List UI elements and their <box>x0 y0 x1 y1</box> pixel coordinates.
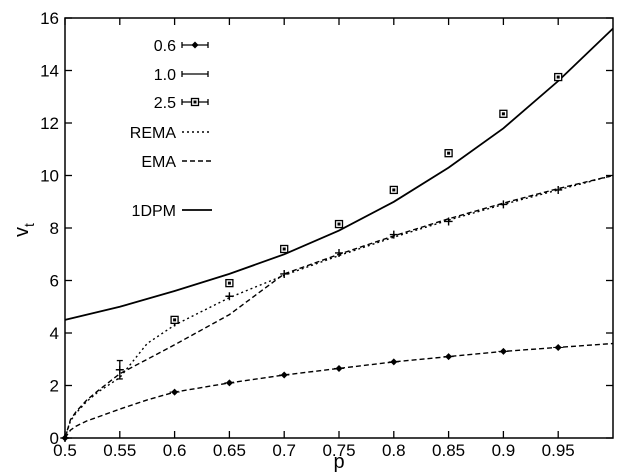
series-rema-line <box>64 174 614 439</box>
series-1-0-point <box>444 217 453 226</box>
series-ema-line <box>64 174 614 439</box>
y-tick-label: 6 <box>50 272 59 291</box>
x-tick-label: 0.55 <box>103 441 136 460</box>
x-axis-title: p <box>333 451 344 472</box>
y-tick-label: 10 <box>40 167 59 186</box>
y-tick-label: 4 <box>50 324 59 343</box>
series-0-6-point <box>171 388 179 396</box>
series-0-6-point <box>225 379 233 387</box>
legend-label-ema: EMA <box>141 154 176 171</box>
x-tick-label: 0.5 <box>53 441 77 460</box>
series-2-5-point-center <box>282 247 286 251</box>
y-tick-label: 16 <box>40 9 59 28</box>
y-tick-label: 12 <box>40 114 59 133</box>
y-tick-label: 8 <box>50 219 59 238</box>
x-tick-label: 0.8 <box>382 441 406 460</box>
x-tick-label: 0.75 <box>322 441 355 460</box>
series-2-5-point-center <box>227 281 231 285</box>
series-2-5-point-center <box>447 151 451 155</box>
series-0-6-point <box>390 358 398 366</box>
series-1-0-point <box>554 185 563 194</box>
series-2-5-point-center <box>173 318 177 322</box>
legend-label-2-5: 2.5 <box>154 95 176 112</box>
x-tick-label: 0.95 <box>542 441 575 460</box>
series-1-0-point <box>225 292 234 301</box>
series-0-6-point <box>554 343 562 351</box>
x-tick-label: 0.65 <box>213 441 246 460</box>
legend-label-rema: REMA <box>130 125 177 142</box>
y-axis-title: vt <box>11 223 37 237</box>
x-tick-label: 0.85 <box>432 441 465 460</box>
series-markers <box>60 72 564 442</box>
series-lines <box>64 27 614 439</box>
series-1-0-point <box>280 269 289 278</box>
series-2-5-point-center <box>337 222 341 226</box>
series-0-6-point <box>335 364 343 372</box>
x-tick-label: 0.7 <box>272 441 296 460</box>
legend-label-1-0: 1.0 <box>154 67 176 84</box>
x-tick-label: 0.9 <box>492 441 516 460</box>
series-1-0-point <box>335 248 343 257</box>
series-1-0-point <box>499 200 508 209</box>
series-0-6-point <box>499 347 507 355</box>
axis-ticks: 0.5 0.55 0.6 0.65 0.7 0.75 0.8 0.85 0.9 0.95 0 2 4 6 8… <box>40 9 613 460</box>
legend-label-0-6: 0.6 <box>154 38 176 55</box>
series-0-6-point <box>445 353 453 361</box>
y-tick-label: 0 <box>50 429 59 448</box>
x-tick-label: 0.6 <box>163 441 187 460</box>
series-2-5-point-center <box>392 188 396 192</box>
y-axis-title-main: v <box>11 227 33 237</box>
series-1-0-point <box>389 230 398 239</box>
series-2-5-point-center <box>501 112 505 116</box>
y-tick-label: 14 <box>40 62 59 81</box>
legend-label-1dpm: 1DPM <box>132 203 176 220</box>
y-axis-title-subscript: t <box>21 223 37 227</box>
legend-marker-center-2-5 <box>193 100 197 104</box>
series-1dpm-line <box>64 27 614 321</box>
series-1-0-point <box>61 434 69 442</box>
legend: 0.6 1.0 2.5 REMA EMA 1DPM <box>130 38 212 220</box>
series-ema-low-line <box>64 342 614 439</box>
series-2-5-point-center <box>556 75 560 79</box>
series-0-6-point <box>280 371 288 379</box>
legend-marker-0-6 <box>191 41 199 49</box>
y-tick-label: 2 <box>50 377 59 396</box>
